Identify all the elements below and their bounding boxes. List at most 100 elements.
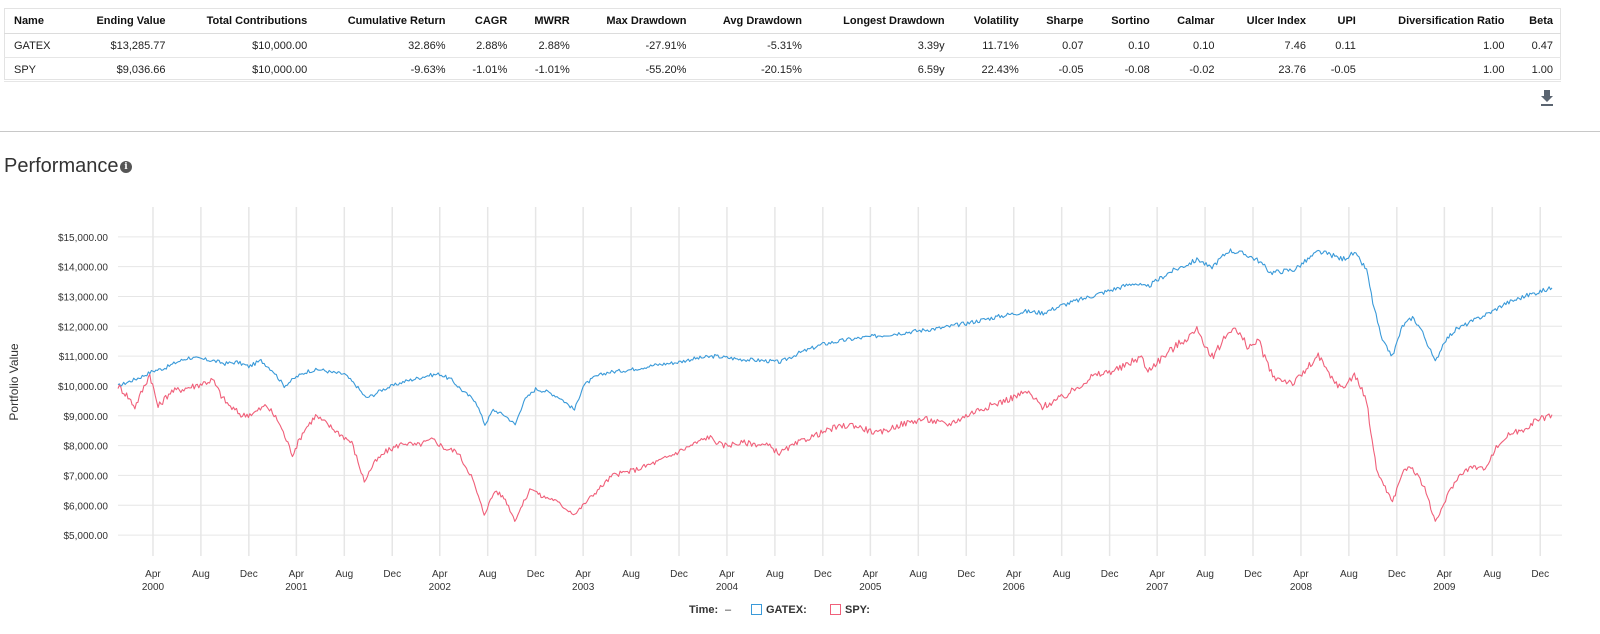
x-tick-month: Apr — [1149, 569, 1165, 580]
table-cell: -0.08 — [1091, 57, 1158, 82]
column-header[interactable]: Total Contributions — [173, 8, 316, 34]
table-cell: -1.01% — [453, 57, 516, 82]
table-cell: $9,036.66 — [70, 57, 174, 82]
x-tick-month: Apr — [575, 569, 591, 580]
column-header[interactable]: Beta — [1512, 8, 1561, 34]
x-tick-year: 2009 — [1433, 582, 1456, 593]
y-tick-label: $11,000.00 — [59, 352, 109, 363]
table-cell: $13,285.77 — [70, 33, 174, 58]
x-axis-ticks: Apr 2000 Aug Dec Apr 2001 Aug Dec Apr 2002 Aug Dec A… — [142, 569, 1549, 593]
x-tick-month: Aug — [622, 569, 640, 580]
table-cell: 1.00 — [1363, 57, 1513, 82]
row-name-cell: GATEX — [4, 33, 71, 58]
x-tick-month: Apr — [289, 569, 305, 580]
x-tick-month: Apr — [432, 569, 448, 580]
series-line-spy — [117, 326, 1553, 522]
x-tick-year: 2008 — [1290, 582, 1313, 593]
column-header[interactable]: Diversification Ratio — [1363, 8, 1513, 34]
table-cell: 0.07 — [1026, 33, 1092, 58]
table-cell: 0.11 — [1313, 33, 1364, 58]
column-header[interactable]: Max Drawdown — [577, 8, 695, 34]
table-row: GATEX $13,285.77 $10,000.00 32.86% 2.88% 2.88… — [4, 33, 1561, 58]
x-tick-year: 2006 — [1003, 582, 1026, 593]
table-cell: $10,000.00 — [173, 33, 316, 58]
x-tick-month: Dec — [1531, 569, 1549, 580]
table-cell: -1.01% — [515, 57, 578, 82]
column-header[interactable]: CAGR — [453, 8, 516, 34]
table-cell: 0.10 — [1157, 33, 1223, 58]
legend-time-value: – — [725, 604, 732, 616]
column-header[interactable]: Sharpe — [1026, 8, 1092, 34]
y-tick-label: $5,000.00 — [64, 531, 109, 542]
x-tick-month: Dec — [670, 569, 688, 580]
table-cell: -9.63% — [315, 57, 454, 82]
legend-gatex-label[interactable]: GATEX: — [766, 604, 807, 616]
x-tick-month: Aug — [766, 569, 784, 580]
table-cell: -27.91% — [577, 33, 695, 58]
table-cell: 2.88% — [515, 33, 578, 58]
table-cell: 7.46 — [1222, 33, 1314, 58]
column-header[interactable]: UPI — [1313, 8, 1364, 34]
x-tick-month: Aug — [1483, 569, 1501, 580]
column-header[interactable]: Volatility — [952, 8, 1027, 34]
performance-chart: $5,000.00 $6,000.00 $7,000.00 $8,000.00 $9,0… — [7, 207, 1562, 593]
table-cell: 1.00 — [1363, 33, 1513, 58]
column-header[interactable]: Ulcer Index — [1222, 8, 1314, 34]
legend-spy-swatch[interactable] — [830, 604, 841, 615]
legend-gatex-swatch[interactable] — [751, 604, 762, 615]
column-header[interactable]: Calmar — [1157, 8, 1223, 34]
series-layer — [117, 248, 1553, 522]
legend-time-label: Time: — [689, 604, 719, 616]
x-tick-month: Apr — [1437, 569, 1453, 580]
x-tick-month: Dec — [1101, 569, 1119, 580]
table-cell: -0.02 — [1157, 57, 1223, 82]
series-line-gatex — [117, 248, 1553, 426]
x-tick-month: Apr — [145, 569, 161, 580]
table-cell: -55.20% — [577, 57, 695, 82]
column-header[interactable]: Name — [4, 8, 71, 34]
column-header[interactable]: Longest Drawdown — [809, 8, 953, 34]
x-tick-month: Aug — [335, 569, 353, 580]
x-tick-year: 2002 — [429, 582, 452, 593]
table-cell: 0.10 — [1091, 33, 1158, 58]
x-tick-month: Aug — [1196, 569, 1214, 580]
table-cell: -0.05 — [1313, 57, 1364, 82]
x-tick-month: Dec — [383, 569, 401, 580]
column-header[interactable]: Cumulative Return — [315, 8, 454, 34]
table-cell: 6.59y — [809, 57, 953, 82]
metrics-table: Name Ending Value Total Contributions Cumul… — [4, 8, 1561, 82]
y-tick-label: $6,000.00 — [64, 501, 109, 512]
y-tick-label: $8,000.00 — [64, 442, 109, 453]
column-header[interactable]: Avg Drawdown — [694, 8, 810, 34]
x-tick-year: 2003 — [572, 582, 595, 593]
x-tick-month: Aug — [479, 569, 497, 580]
metrics-header-row: Name Ending Value Total Contributions Cumul… — [4, 8, 1561, 34]
section-divider — [0, 131, 1600, 132]
column-header[interactable]: Ending Value — [70, 8, 174, 34]
table-cell: 11.71% — [952, 33, 1027, 58]
column-header[interactable]: MWRR — [515, 8, 578, 34]
table-cell: -20.15% — [694, 57, 810, 82]
y-tick-label: $14,000.00 — [58, 263, 108, 274]
metrics-body: GATEX $13,285.77 $10,000.00 32.86% 2.88% 2.88… — [4, 33, 1561, 82]
y-tick-label: $12,000.00 — [58, 322, 108, 333]
column-header[interactable]: Sortino — [1091, 8, 1158, 34]
x-tick-month: Dec — [240, 569, 258, 580]
x-tick-month: Dec — [1388, 569, 1406, 580]
row-name-cell: SPY — [4, 57, 71, 82]
x-tick-month: Dec — [527, 569, 545, 580]
download-icon[interactable] — [1539, 89, 1555, 107]
info-icon[interactable]: i — [120, 161, 132, 173]
table-cell: 0.47 — [1512, 33, 1561, 58]
y-axis-ticks: $5,000.00 $6,000.00 $7,000.00 $8,000.00 $9,0… — [58, 233, 108, 542]
x-tick-month: Dec — [957, 569, 975, 580]
x-tick-year: 2001 — [285, 582, 308, 593]
x-tick-year: 2007 — [1146, 582, 1169, 593]
y-tick-label: $13,000.00 — [58, 292, 108, 303]
x-tick-year: 2000 — [142, 582, 165, 593]
table-cell: $10,000.00 — [173, 57, 316, 82]
table-cell: 3.39y — [809, 33, 953, 58]
x-tick-month: Dec — [814, 569, 832, 580]
legend-spy-label[interactable]: SPY: — [845, 604, 870, 616]
section-title: Performance — [4, 155, 119, 177]
